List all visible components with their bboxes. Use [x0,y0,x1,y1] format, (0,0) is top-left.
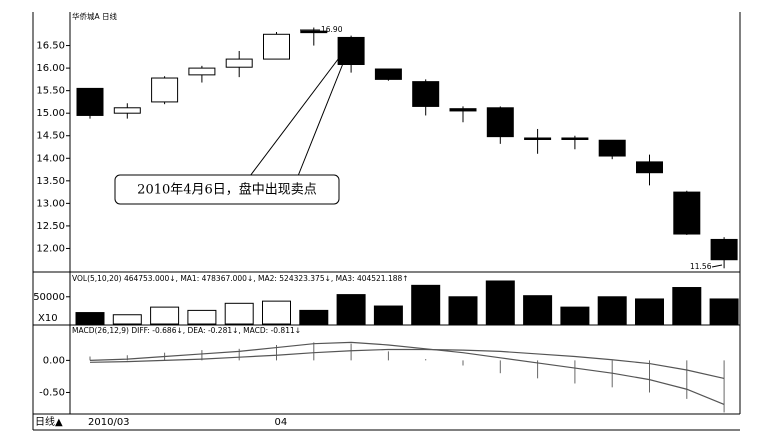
y-tick-label: 15.50 [36,86,65,97]
candle-body [412,81,440,107]
y-tick-label: 13.00 [36,198,65,209]
y-tick-label: 13.50 [36,176,65,187]
candle-body [598,139,626,157]
annotation-line [297,45,351,177]
volume-unit: X10 [38,313,58,324]
volume-bar [336,294,366,325]
y-tick-label: -0.50 [39,387,65,398]
y-tick-label: 14.50 [36,131,65,142]
candle-body [76,87,104,116]
volume-bar [560,306,590,325]
volume-bar [709,298,739,325]
candle-body [188,67,216,76]
y-tick-label: 50000 [33,292,65,303]
volume-bar [672,287,702,325]
annotation-text: 2010年4月6日，盘中出现卖点 [137,182,317,198]
low-marker [711,264,723,268]
volume-bar [635,298,664,325]
x-tick-label: 2010/03 [88,417,130,428]
y-tick-label: 16.00 [36,63,65,74]
volume-bar [373,305,403,325]
volume-bar [523,295,553,325]
volume-bar [597,296,627,325]
annotation: 2010年4月6日，盘中出现卖点 [114,45,351,205]
macd-line [89,348,725,379]
period-label: 日线▲ [35,415,63,428]
volume-bar [187,309,217,325]
volume-bar [411,284,441,325]
macd-line [89,341,725,405]
y-tick-label: 0.00 [43,355,65,366]
candle-body [263,33,290,60]
chart-title: 华侨城A 日线 [72,11,118,21]
candle-body [524,137,552,140]
annotation-box [114,174,340,205]
volume-header: VOL(5,10,20) 464753.000↓, MA1: 478367.00… [72,274,409,283]
candle-body [486,107,514,138]
candle-body [300,30,328,34]
low-label: 11.56 [690,262,712,271]
annotation-line [249,45,349,177]
candle-body [151,77,179,103]
volume-bar [150,306,180,325]
candle-body [673,191,701,235]
y-tick-label: 14.00 [36,153,65,164]
y-tick-label: 15.00 [36,108,65,119]
volume-bar [448,296,478,325]
high-label: 16.90 [321,25,343,34]
x-tick-label: 04 [275,417,288,428]
volume-bar [75,312,105,325]
candle-body [337,36,365,65]
candle-body [561,137,589,140]
volume-bar [262,300,291,325]
macd-header: MACD(26,12,9) DIFF: -0.686↓, DEA: -0.281… [72,326,301,335]
y-tick-label: 12.00 [36,243,65,254]
candle-body [225,58,253,68]
candle-body [636,161,663,174]
volume-bar [485,280,515,325]
frame [32,12,741,431]
candle-body [374,68,402,80]
volume-bar [112,314,142,325]
candle-body [710,238,738,261]
candle-body [113,107,141,114]
y-tick-label: 12.50 [36,221,65,232]
y-tick-label: 16.50 [36,41,65,52]
volume-bar [299,309,329,325]
volume-bar [224,302,254,325]
candle-body [449,108,477,112]
